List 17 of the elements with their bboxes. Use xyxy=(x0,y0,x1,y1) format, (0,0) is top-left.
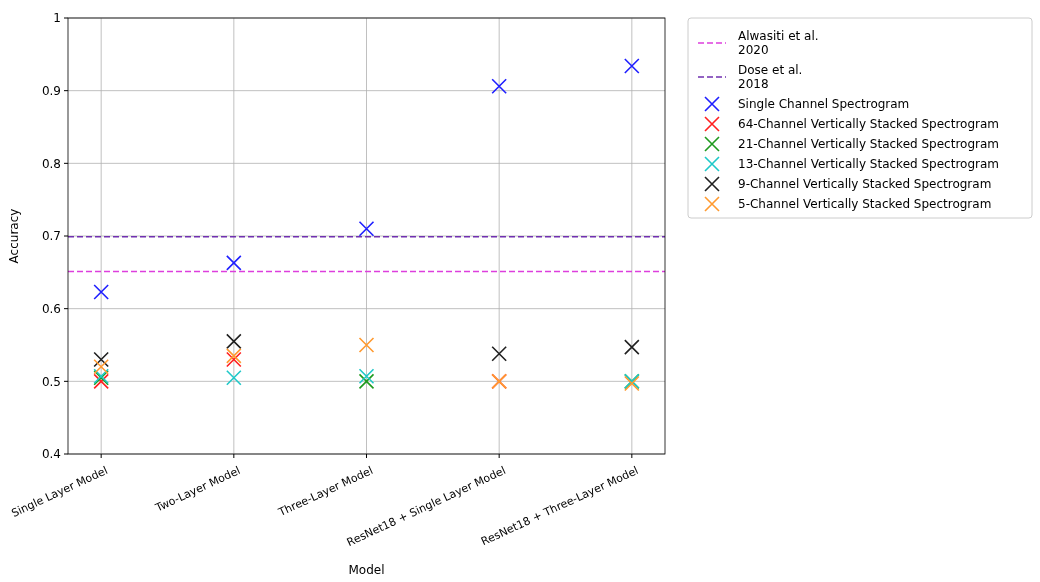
legend-label: Alwasiti et al. 2020 xyxy=(738,29,819,58)
y-tick-label: 0.6 xyxy=(41,301,61,316)
legend-label: 21-Channel Vertically Stacked Spectrogram xyxy=(738,137,999,152)
y-tick-label: 0.8 xyxy=(41,156,61,171)
legend-label: 13-Channel Vertically Stacked Spectrogram xyxy=(738,157,999,172)
y-tick-label: 0.4 xyxy=(41,447,61,462)
legend-label: 5-Channel Vertically Stacked Spectrogram xyxy=(738,197,992,212)
y-tick-label: 1 xyxy=(53,11,61,26)
y-tick-label: 0.9 xyxy=(41,83,61,98)
legend-label: Dose et al. 2018 xyxy=(738,63,803,92)
legend-label: Single Channel Spectrogram xyxy=(738,97,910,112)
y-tick-label: 0.7 xyxy=(41,229,61,244)
x-axis-title: Model xyxy=(348,563,385,577)
y-axis-title: Accuracy xyxy=(7,208,21,264)
legend-label: 64-Channel Vertically Stacked Spectrogram xyxy=(738,117,999,132)
y-tick-label: 0.5 xyxy=(41,374,61,389)
legend-label: 9-Channel Vertically Stacked Spectrogram xyxy=(738,177,992,192)
